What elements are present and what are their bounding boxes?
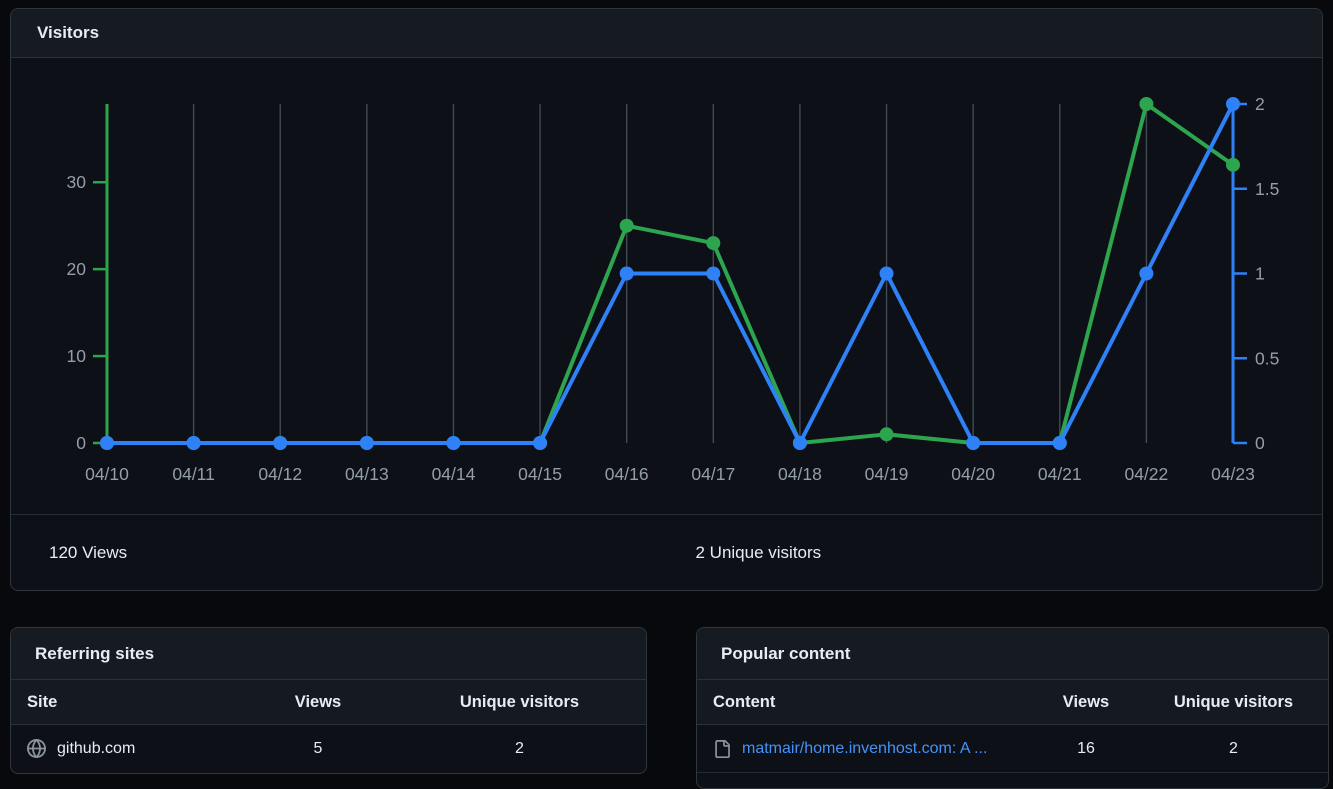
referring-site-views: 5 xyxy=(313,739,323,757)
total-unique-visitors-label: 2 Unique visitors xyxy=(695,542,822,562)
popular-content-title: Popular content xyxy=(721,643,851,663)
svg-text:04/19: 04/19 xyxy=(865,464,909,484)
svg-text:0: 0 xyxy=(76,433,86,453)
views-column-header: Views xyxy=(1033,680,1139,725)
svg-text:20: 20 xyxy=(67,259,87,279)
content-views: 16 xyxy=(1033,724,1139,773)
referring-sites-header: Referring sites xyxy=(11,628,646,680)
file-icon xyxy=(713,739,731,758)
svg-text:04/13: 04/13 xyxy=(345,464,389,484)
visitors-panel-header: Visitors xyxy=(11,9,1322,58)
visitors-chart[interactable]: 04/10 04/11 04/12 04/13 04/14 04/15 04/16 04/17… xyxy=(11,58,1322,514)
popular-content-header: Popular content xyxy=(697,628,1328,680)
globe-icon xyxy=(27,739,46,758)
svg-text:04/18: 04/18 xyxy=(778,464,822,484)
unique-visitors-column-header: Unique visitors xyxy=(1139,680,1328,725)
svg-text:04/23: 04/23 xyxy=(1211,464,1255,484)
popular-content-row: matmair/home.invenhost.com: A ... 16 2 xyxy=(697,724,1328,773)
svg-text:04/17: 04/17 xyxy=(691,464,735,484)
content-link[interactable]: matmair/home.invenhost.com: A ... xyxy=(742,739,988,757)
svg-text:0: 0 xyxy=(1255,433,1265,453)
total-views-label: 120 Views xyxy=(49,542,128,562)
svg-text:04/21: 04/21 xyxy=(1038,464,1082,484)
svg-text:2: 2 xyxy=(1255,94,1265,114)
visitors-summary: 120 Views 2 Unique visitors xyxy=(11,514,1322,590)
svg-text:10: 10 xyxy=(67,346,87,366)
referring-site-unique-visitors: 2 xyxy=(515,739,524,757)
visitors-chart-svg[interactable]: 04/10 04/11 04/12 04/13 04/14 04/15 04/16 04/17… xyxy=(11,58,1322,514)
visitors-title: Visitors xyxy=(37,23,100,42)
svg-text:04/10: 04/10 xyxy=(85,464,129,484)
referring-sites-title: Referring sites xyxy=(35,643,155,663)
views-column-header: Views xyxy=(243,680,393,725)
popular-content-table: Content Views Unique visitors matmair/ho… xyxy=(697,680,1328,773)
svg-text:04/12: 04/12 xyxy=(258,464,302,484)
content-column-header: Content xyxy=(697,680,1033,725)
svg-text:30: 30 xyxy=(67,172,87,192)
referring-site-name: github.com xyxy=(57,739,136,757)
svg-text:0.5: 0.5 xyxy=(1255,348,1279,368)
svg-text:04/11: 04/11 xyxy=(172,464,215,484)
svg-text:04/22: 04/22 xyxy=(1124,464,1168,484)
content-unique-visitors: 2 xyxy=(1139,724,1328,773)
popular-content-panel: Popular content Content Views Unique vis… xyxy=(696,627,1329,789)
svg-text:04/14: 04/14 xyxy=(432,464,476,484)
unique-visitors-column-header: Unique visitors xyxy=(393,680,646,725)
svg-text:04/20: 04/20 xyxy=(951,464,995,484)
referring-sites-panel: Referring sites Site Views Unique visito… xyxy=(10,627,647,774)
site-column-header: Site xyxy=(11,680,243,725)
svg-text:1: 1 xyxy=(1255,264,1265,284)
referring-sites-table: Site Views Unique visitors github.com 5 … xyxy=(11,680,646,772)
svg-text:1.5: 1.5 xyxy=(1255,179,1279,199)
svg-text:04/16: 04/16 xyxy=(605,464,649,484)
referring-site-row: github.com 5 2 xyxy=(11,725,646,773)
visitors-panel: Visitors 04/10 04/11 04/12 04/13 04/14 04/15 0… xyxy=(10,8,1323,591)
svg-text:04/15: 04/15 xyxy=(518,464,562,484)
